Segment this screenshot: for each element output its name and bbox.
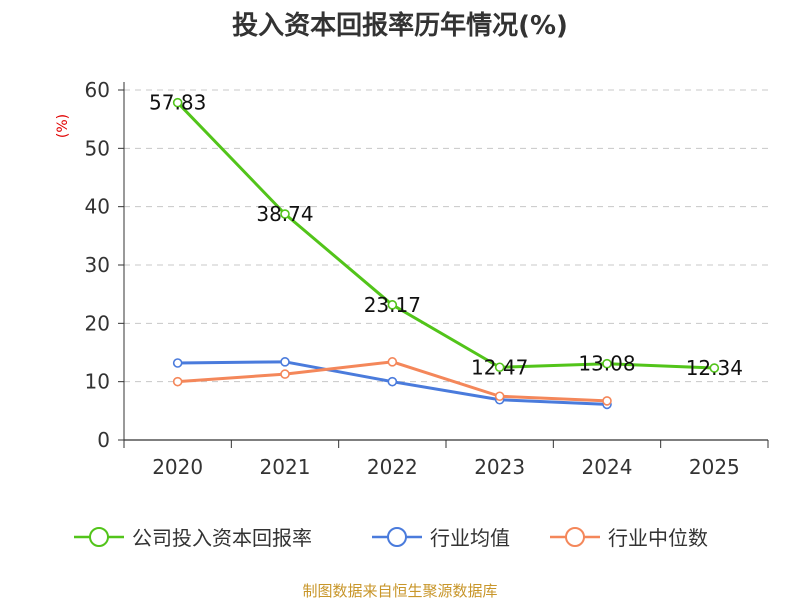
x-tick-label: 2023 [474,455,525,479]
y-axis-unit: (%) [55,114,71,138]
x-tick-label: 2021 [260,455,311,479]
data-labels: 57.83 38.74 23.17 12.47 13.08 12.34 [149,91,743,380]
x-tick-label: 2025 [689,455,740,479]
series-point-0 [280,209,290,219]
series-point-1 [387,376,398,387]
y-tick-label: 30 [85,253,110,277]
data-label: 38.74 [256,202,313,226]
y-tick-label: 20 [85,311,110,335]
series-point-1 [172,358,183,368]
series-point-0 [494,362,505,373]
series-point-0 [387,300,398,310]
legend-label-0: 公司投入资本回报率 [132,526,312,550]
series-point-2 [387,357,398,367]
series-point-0 [602,358,612,369]
y-tick-label: 0 [97,428,110,452]
legend-marker-1 [387,527,407,547]
y-tick-label: 60 [85,78,110,102]
legend-label-2: 行业中位数 [608,526,708,550]
series-point-2 [172,376,183,387]
data-label: 12.34 [686,356,743,380]
legend-marker-2 [565,527,585,547]
axes: 0 10 20 30 40 50 60 2020 2021 2022 2023 2024 2025 [85,78,769,479]
chart-title: 投入资本回报率历年情况(%) [232,10,568,41]
legend: 公司投入资本回报率 行业均值 行业中位数 [74,526,708,550]
series-point-0 [709,363,720,373]
y-tick-label: 50 [85,136,110,160]
series-point-2 [280,369,290,379]
series-point-0 [172,97,183,108]
data-label: 57.83 [149,91,206,115]
grid-lines [124,89,768,383]
data-label: 23.17 [364,293,421,317]
source-note: 制图数据来自恒生聚源数据库 [302,582,497,600]
series-point-2 [602,396,612,406]
series-point-2 [494,391,505,402]
y-tick-label: 10 [85,370,110,394]
x-tick-label: 2024 [582,455,633,479]
x-tick-label: 2020 [152,455,203,479]
x-tick-label: 2022 [367,455,418,479]
series-point-1 [280,357,290,367]
data-label: 12.47 [471,355,528,379]
legend-label-1: 行业均值 [430,526,510,550]
data-label: 13.08 [578,352,635,376]
series-layer [172,97,720,410]
series-line-0 [176,101,715,370]
legend-marker-0 [89,527,109,547]
y-tick-label: 40 [85,195,110,219]
